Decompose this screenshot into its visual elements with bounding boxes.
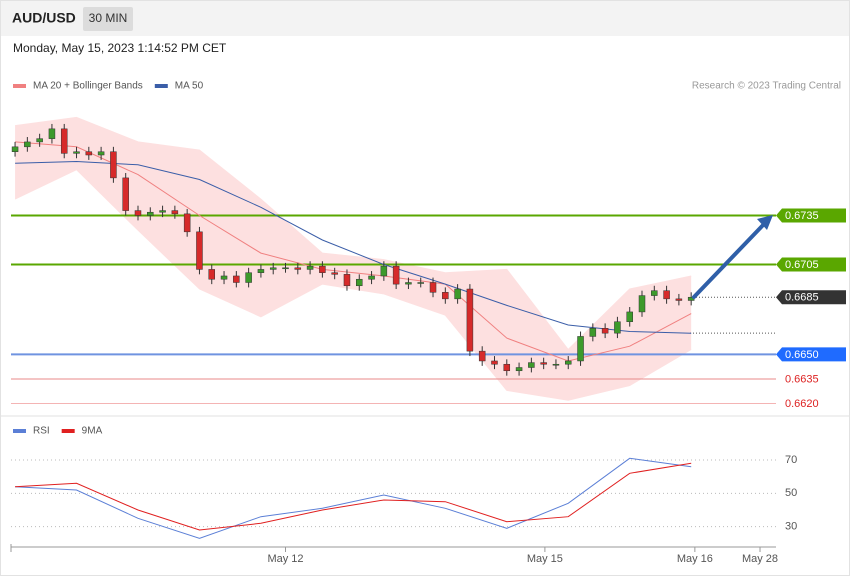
legend-label: 9MA (82, 426, 103, 437)
candle-body (306, 265, 314, 270)
candle-body (97, 151, 105, 156)
level-label: 0.6685 (785, 292, 819, 304)
level-label: 0.6650 (785, 349, 819, 361)
header-bar (1, 1, 849, 36)
rsi-line (15, 457, 692, 539)
candle-body (442, 292, 449, 300)
interval-badge[interactable] (83, 7, 133, 31)
candle-body (577, 336, 584, 362)
candle-body (245, 272, 252, 283)
level-badge (776, 208, 846, 223)
rsi-panel: RSI 9MA 30 50 70 May 12 May 15 May 16 May 28 (10, 426, 797, 565)
legend-swatch (154, 84, 168, 88)
candle-body (85, 151, 93, 156)
candle-body (601, 328, 609, 334)
candle-body (48, 128, 56, 139)
bollinger-lower (14, 169, 692, 401)
level-badge (776, 290, 846, 305)
candle-body (638, 295, 646, 313)
candle-body (491, 360, 498, 365)
candle-body (208, 269, 215, 280)
candle-body (171, 210, 179, 215)
forecast-arrow (692, 220, 768, 299)
source-note: Research © 2023 Trading Central (692, 81, 841, 92)
candle-body (589, 328, 597, 337)
candle-body (294, 267, 302, 270)
candle-body (220, 275, 228, 280)
candle-body (405, 282, 412, 285)
candle-body (454, 288, 461, 300)
forecast-arrowhead (757, 215, 773, 230)
candle-body (478, 350, 486, 362)
candle-body (515, 367, 523, 372)
candle-body (269, 267, 277, 270)
candle-body (429, 282, 437, 293)
candle-body (110, 151, 117, 179)
candle-body (503, 363, 511, 372)
candle-body (417, 282, 424, 284)
x-tick-label: May 28 (742, 553, 778, 565)
candle-body (466, 288, 474, 352)
interval[interactable]: 30 MIN (89, 11, 128, 25)
candle-body (134, 210, 142, 216)
candle-body (564, 360, 572, 365)
x-tick-label: May 12 (267, 553, 303, 565)
symbol: AUD/USD (12, 10, 76, 26)
candle-body (356, 278, 363, 287)
candle-body (614, 321, 621, 334)
legend-swatch (13, 429, 26, 433)
y-tick-label: 30 (785, 521, 797, 533)
candle-body (122, 177, 129, 211)
candle-body (331, 272, 338, 275)
price-panel: MA 20 + Bollinger Bands MA 50 Research © 2… (11, 81, 846, 410)
x-tick-label: May 16 (677, 553, 713, 565)
legend-swatch (13, 84, 26, 88)
candle-body (663, 290, 670, 300)
candle-body (528, 362, 535, 368)
level-label: 0.6620 (785, 398, 819, 410)
candle-body (392, 265, 400, 285)
candle-body (183, 213, 191, 233)
level-label: 0.6705 (785, 259, 819, 271)
legend-label: MA 20 + Bollinger Bands (33, 81, 143, 92)
legend-label: RSI (33, 426, 50, 437)
candle-body (196, 231, 203, 270)
candle-body (368, 275, 375, 280)
legend-swatch (61, 429, 75, 433)
y-tick-label: 70 (785, 454, 797, 466)
level-badge (776, 347, 846, 362)
candle-body (11, 146, 19, 152)
candle-body (24, 141, 31, 148)
candle-body (257, 269, 265, 273)
candle-body (343, 274, 351, 287)
candle-body (282, 267, 289, 270)
candle-body (233, 275, 240, 283)
candle-body (380, 265, 388, 277)
timestamp: Monday, May 15, 2023 1:14:52 PM CET (13, 41, 227, 55)
y-tick-label: 50 (785, 487, 797, 499)
ma-line (15, 160, 692, 334)
rsi-line (15, 462, 692, 531)
candle-body (651, 290, 658, 296)
x-tick-label: May 15 (527, 553, 563, 565)
legend-label: MA 50 (175, 81, 204, 92)
level-label: 0.6635 (785, 373, 819, 385)
level-label: 0.6735 (785, 210, 819, 222)
candle-body (60, 128, 68, 154)
candle-body (36, 138, 43, 143)
candle-body (540, 362, 547, 365)
candle-body (159, 210, 166, 213)
candle-body (147, 211, 154, 216)
candle-body (319, 265, 326, 273)
candle-body (73, 151, 80, 154)
candle-body (626, 311, 633, 322)
bollinger-band-fill (15, 117, 692, 401)
level-badge (776, 257, 846, 272)
candle-body (552, 363, 560, 366)
candle-body (675, 298, 683, 301)
